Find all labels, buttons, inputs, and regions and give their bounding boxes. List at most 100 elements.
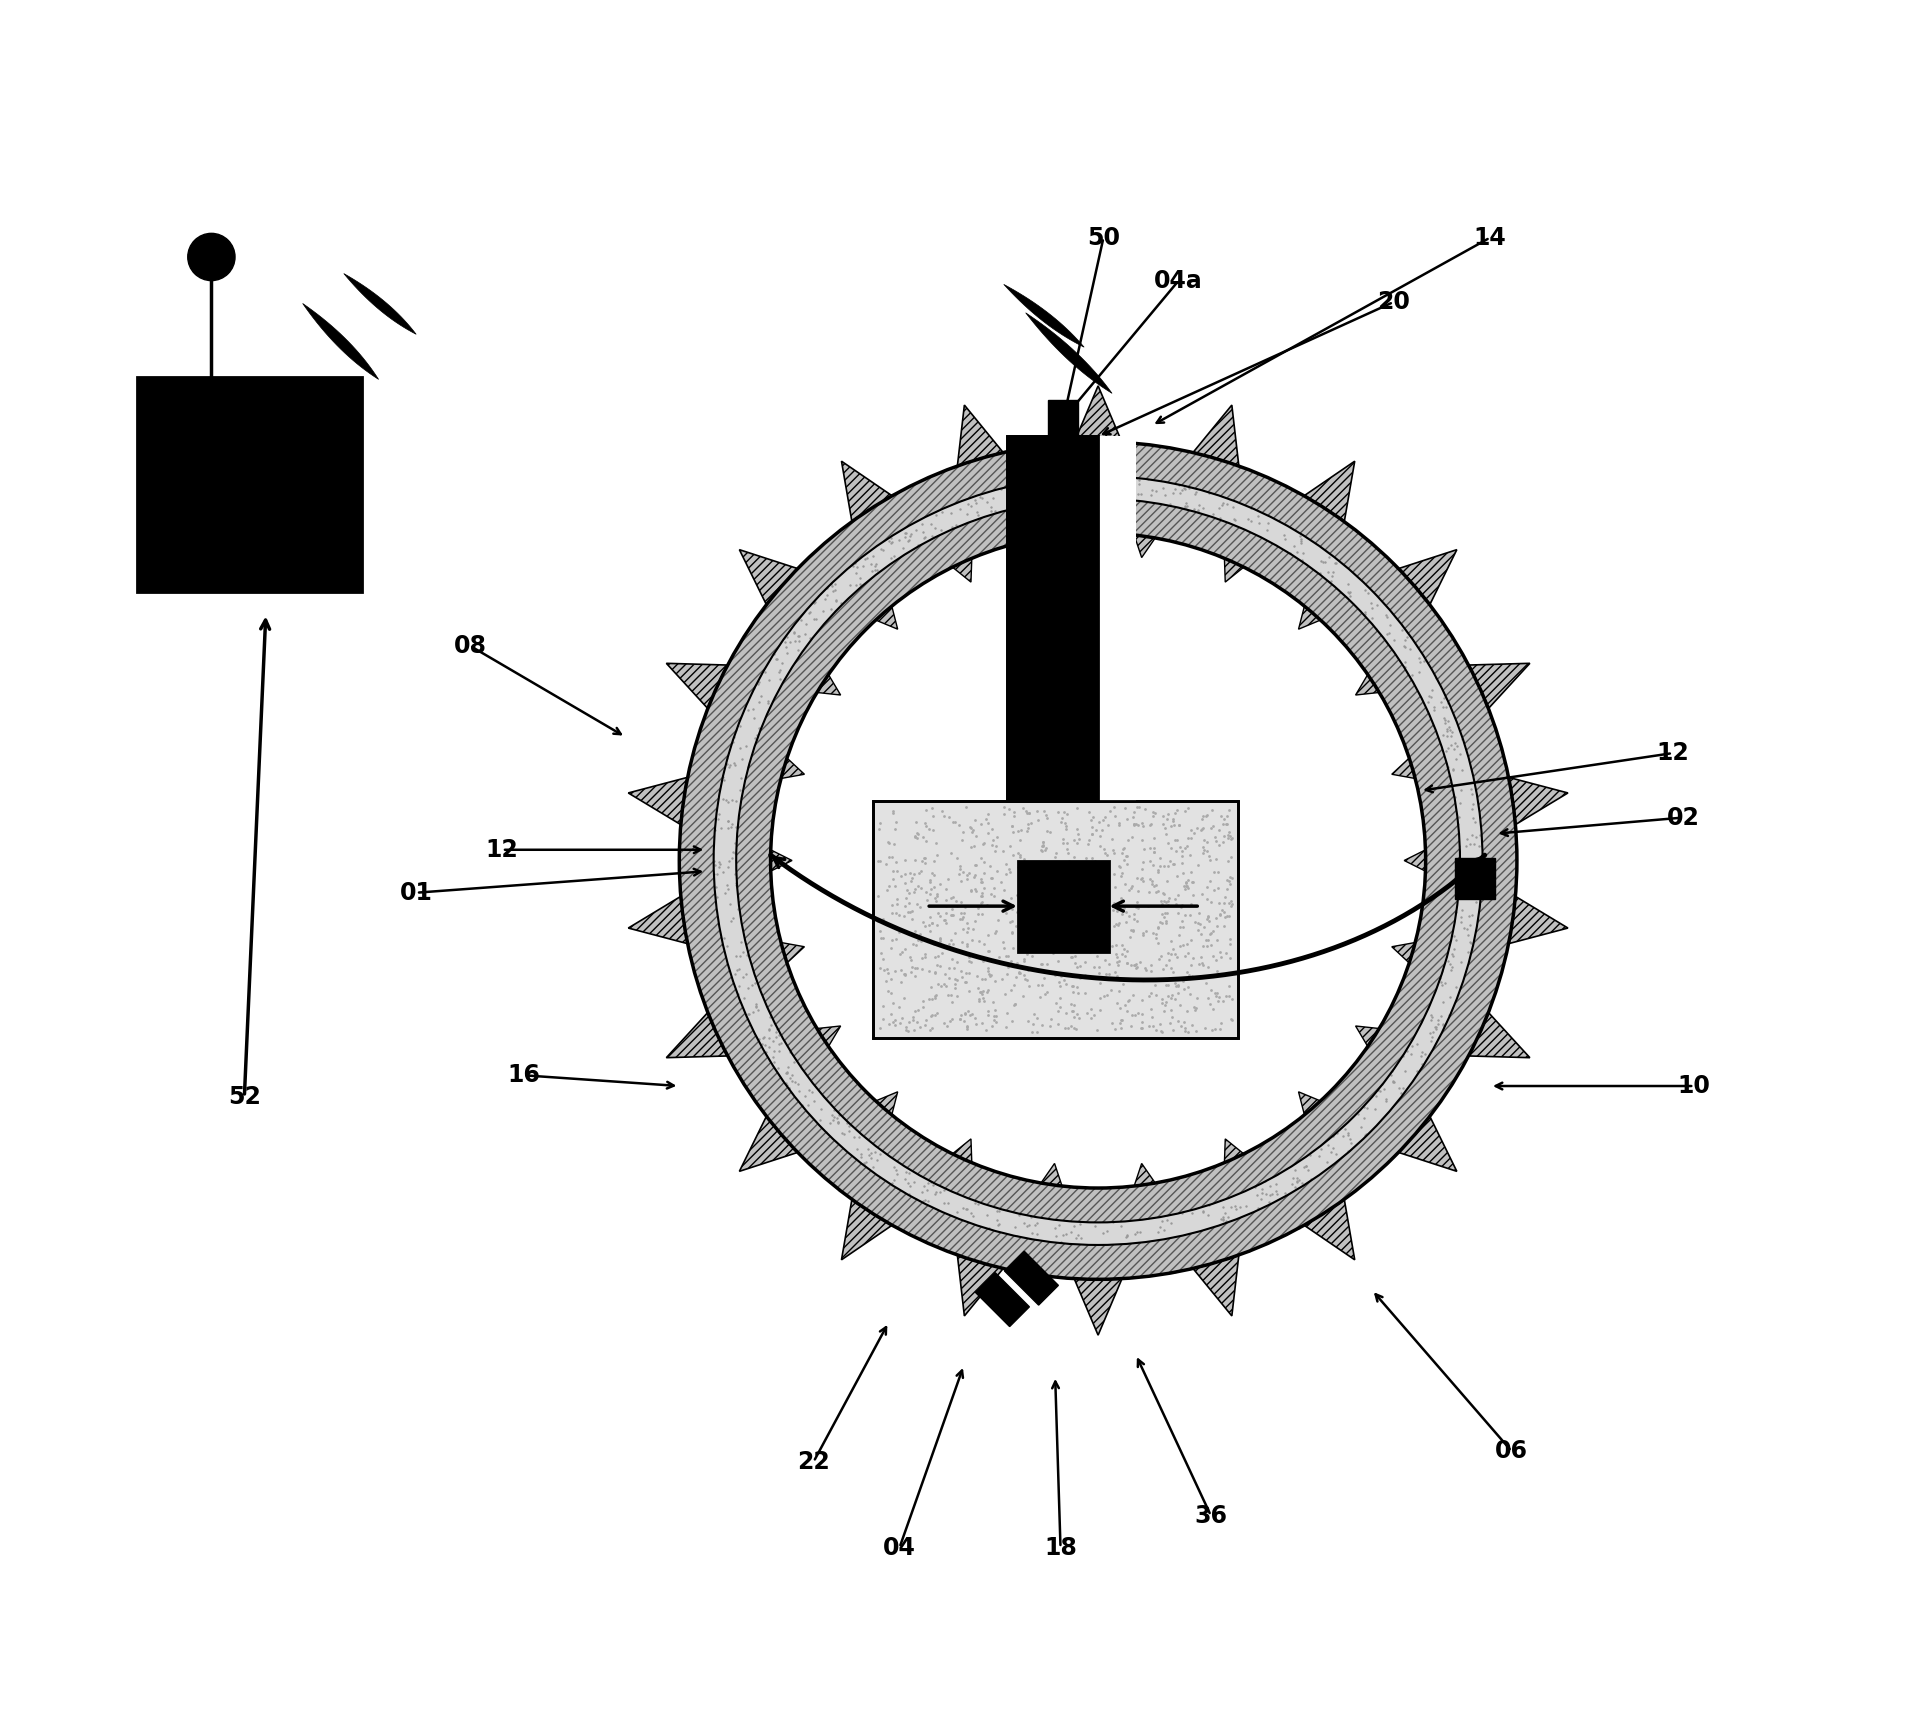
Point [732, 1000, 763, 1027]
Point [1171, 931, 1202, 959]
Point [1426, 633, 1457, 661]
Point [872, 568, 903, 595]
Point [790, 1107, 820, 1134]
Point [993, 1191, 1024, 1218]
Point [1497, 828, 1528, 855]
Point [1440, 935, 1470, 962]
Point [1409, 1039, 1440, 1067]
Point [738, 1033, 769, 1060]
Point [924, 924, 955, 952]
Point [761, 611, 792, 638]
Point [1213, 847, 1244, 874]
Point [1213, 821, 1244, 848]
Point [801, 1146, 832, 1174]
Point [671, 819, 702, 847]
Point [748, 793, 778, 821]
Point [1465, 943, 1495, 971]
Point [1014, 888, 1045, 916]
Point [916, 1014, 947, 1041]
Point [1432, 687, 1463, 714]
Point [1304, 528, 1334, 556]
Point [891, 564, 922, 592]
Point [1026, 437, 1056, 465]
Point [1447, 725, 1478, 752]
Point [1135, 482, 1166, 509]
Point [1376, 673, 1407, 700]
Point [711, 871, 742, 898]
Point [1058, 848, 1089, 876]
Point [1135, 957, 1166, 984]
Point [916, 859, 947, 886]
Point [1467, 830, 1497, 857]
Point [1190, 468, 1221, 496]
Point [1089, 854, 1120, 881]
Point [809, 1036, 840, 1064]
Point [1177, 521, 1208, 549]
Point [909, 518, 939, 546]
Point [1323, 614, 1353, 642]
Point [1279, 571, 1309, 599]
Point [721, 847, 751, 874]
Point [1353, 537, 1384, 564]
Point [1058, 843, 1089, 871]
Point [1411, 852, 1442, 879]
Point [882, 1157, 912, 1184]
Point [1164, 449, 1194, 477]
Point [1311, 1124, 1342, 1151]
Point [1198, 1170, 1229, 1198]
Point [763, 1015, 794, 1043]
Point [912, 1193, 943, 1220]
Point [989, 981, 1020, 1009]
Point [1231, 1217, 1261, 1244]
Point [889, 1158, 920, 1186]
Point [1380, 1022, 1411, 1050]
Point [1300, 571, 1330, 599]
Point [901, 953, 932, 981]
Point [778, 620, 809, 647]
Point [1008, 795, 1039, 823]
Circle shape [771, 534, 1426, 1187]
Point [1139, 852, 1169, 879]
Point [953, 490, 983, 518]
Point [901, 568, 932, 595]
Point [1208, 1193, 1238, 1220]
Point [1158, 442, 1189, 470]
Point [884, 900, 914, 928]
Point [759, 969, 790, 996]
Point [1014, 933, 1045, 960]
Point [1077, 804, 1108, 831]
Point [824, 535, 855, 563]
Point [932, 1165, 962, 1193]
Point [1286, 547, 1317, 575]
Point [1374, 620, 1405, 647]
Point [717, 728, 748, 756]
Point [960, 489, 991, 516]
Point [1148, 888, 1179, 916]
Point [899, 1141, 930, 1169]
Point [1093, 950, 1123, 978]
Point [1313, 1174, 1344, 1201]
Point [1363, 1069, 1394, 1096]
Point [899, 874, 930, 902]
Point [1045, 859, 1075, 886]
Point [1039, 873, 1070, 900]
Point [1453, 902, 1484, 929]
Point [886, 955, 916, 983]
Point [1277, 513, 1307, 540]
Point [1493, 780, 1524, 807]
Point [1022, 1005, 1052, 1033]
Polygon shape [1392, 943, 1415, 964]
Point [742, 1029, 773, 1057]
Point [757, 589, 788, 616]
Point [1116, 823, 1146, 850]
Point [1133, 1196, 1164, 1224]
Point [1206, 1205, 1236, 1232]
Point [868, 945, 899, 972]
Point [1114, 1177, 1144, 1205]
Point [966, 879, 997, 907]
Point [1405, 780, 1436, 807]
Point [997, 947, 1028, 974]
Point [1072, 1000, 1102, 1027]
Point [842, 571, 872, 599]
Point [809, 1036, 840, 1064]
